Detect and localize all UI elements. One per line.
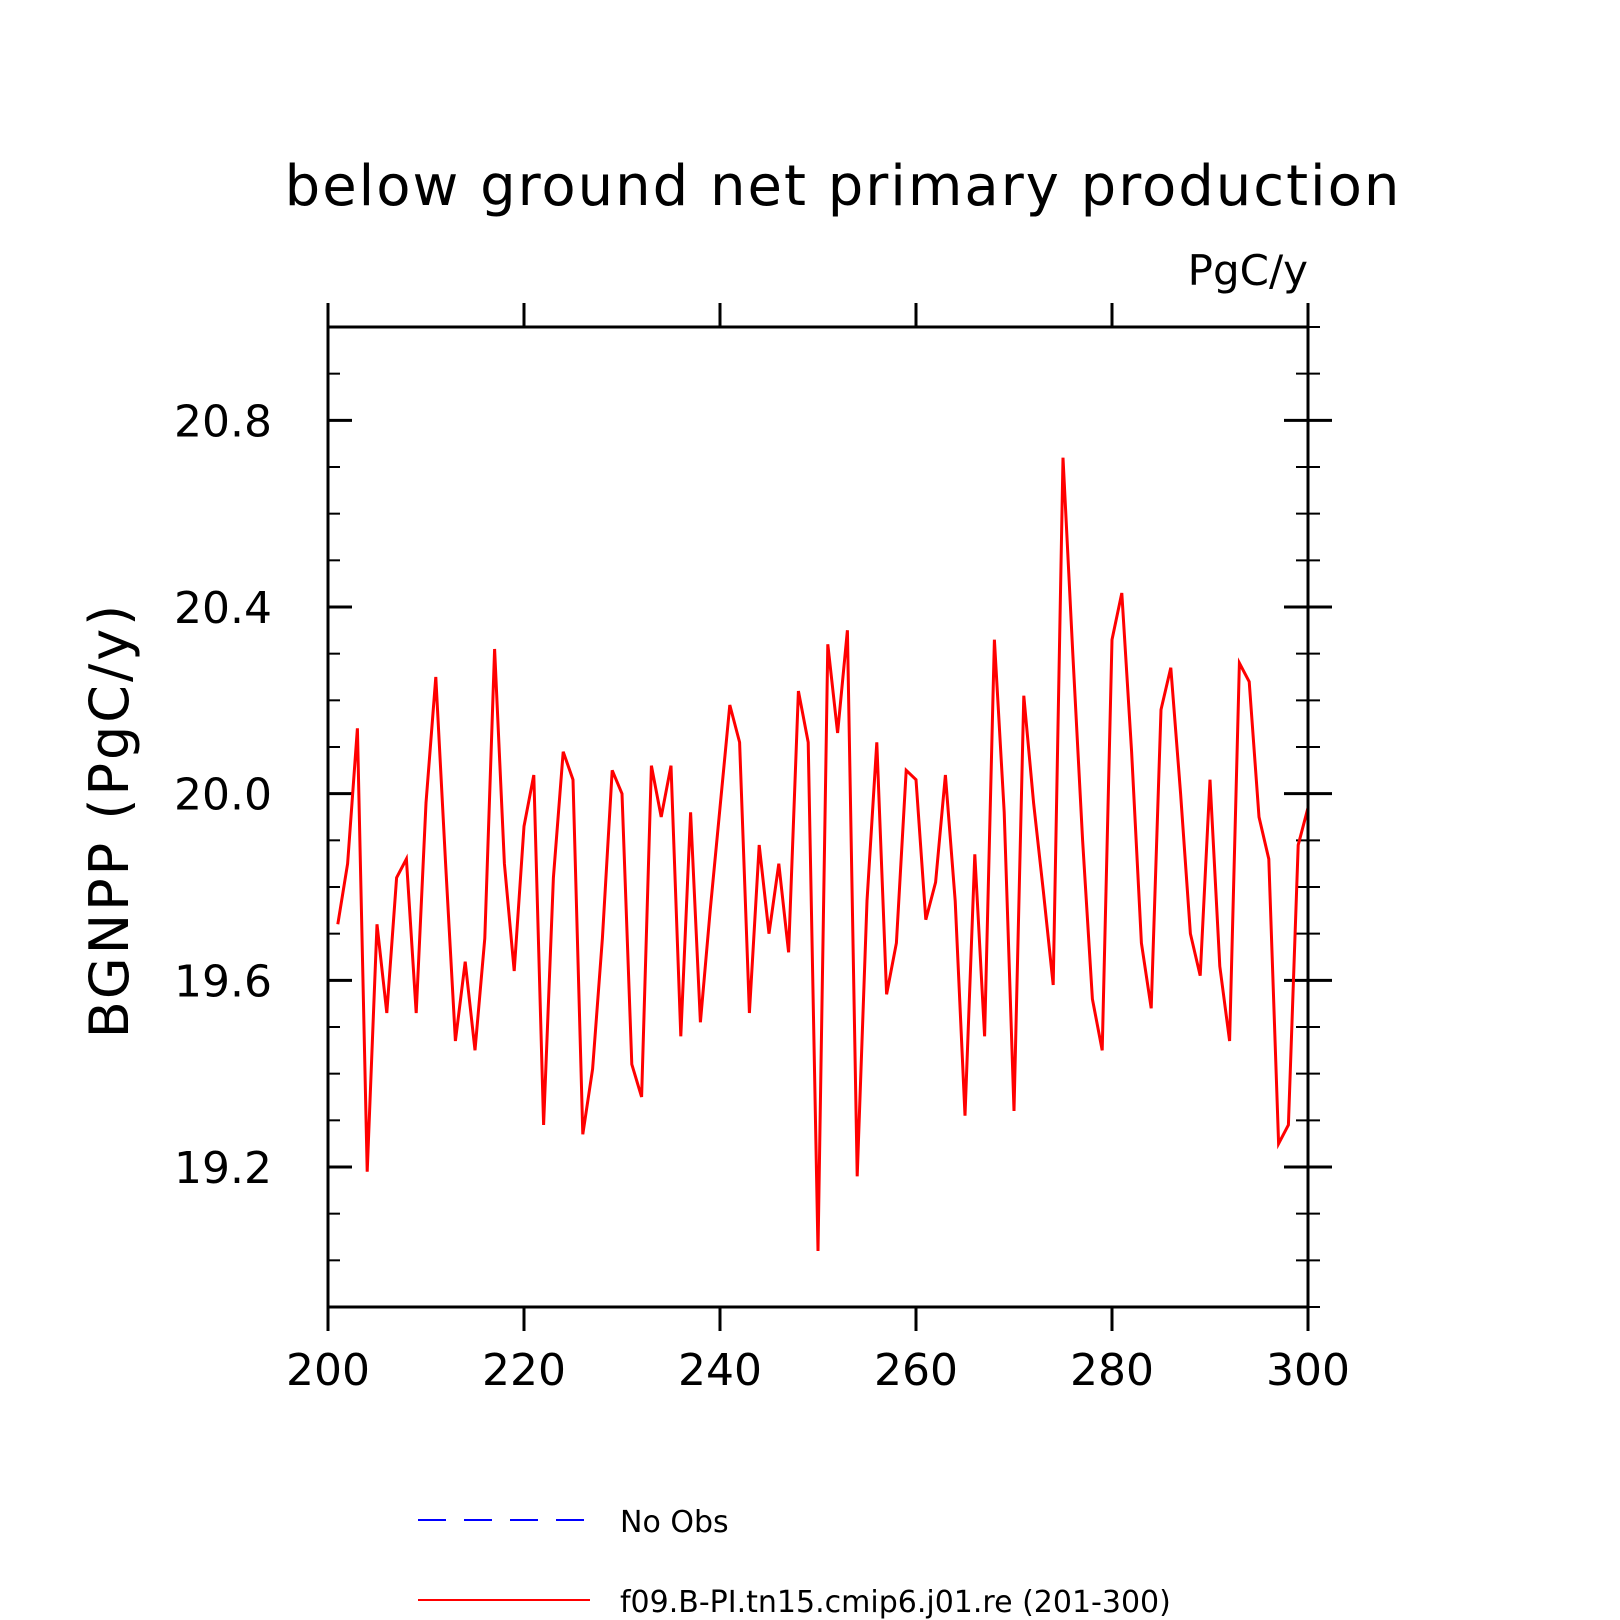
legend: No Obs f09.B-PI.tn15.cmip6.j01.re (201-30… <box>418 1505 1171 1620</box>
x-tick-label: 300 <box>1266 1345 1350 1396</box>
units-label: PgC/y <box>1188 246 1308 295</box>
legend-label: No Obs <box>620 1505 729 1540</box>
x-tick-label: 200 <box>286 1345 370 1396</box>
y-tick-label: 19.6 <box>174 956 272 1007</box>
y-tick-label: 20.0 <box>174 770 272 821</box>
series-group <box>336 457 1310 1252</box>
y-tick-label: 20.8 <box>174 396 272 447</box>
x-tick-label: 220 <box>482 1345 566 1396</box>
x-tick-label: 260 <box>874 1345 958 1396</box>
plot-frame <box>326 325 1310 1309</box>
axis-tick-labels: 200 220 240 260 280 300 19.2 19.6 20.0 20.4 20.8 <box>174 396 1350 1396</box>
series-line <box>336 457 1310 1252</box>
y-tick-label: 20.4 <box>174 583 272 634</box>
legend-label: f09.B-PI.tn15.cmip6.j01.re (201-300) <box>620 1585 1171 1620</box>
y-axis-label: BGNPP (PgC/y) <box>78 602 141 1038</box>
y-tick-label: 19.2 <box>174 1143 272 1194</box>
chart-title: below ground net primary production <box>285 154 1402 219</box>
x-tick-label: 280 <box>1070 1345 1154 1396</box>
x-tick-label: 240 <box>678 1345 762 1396</box>
